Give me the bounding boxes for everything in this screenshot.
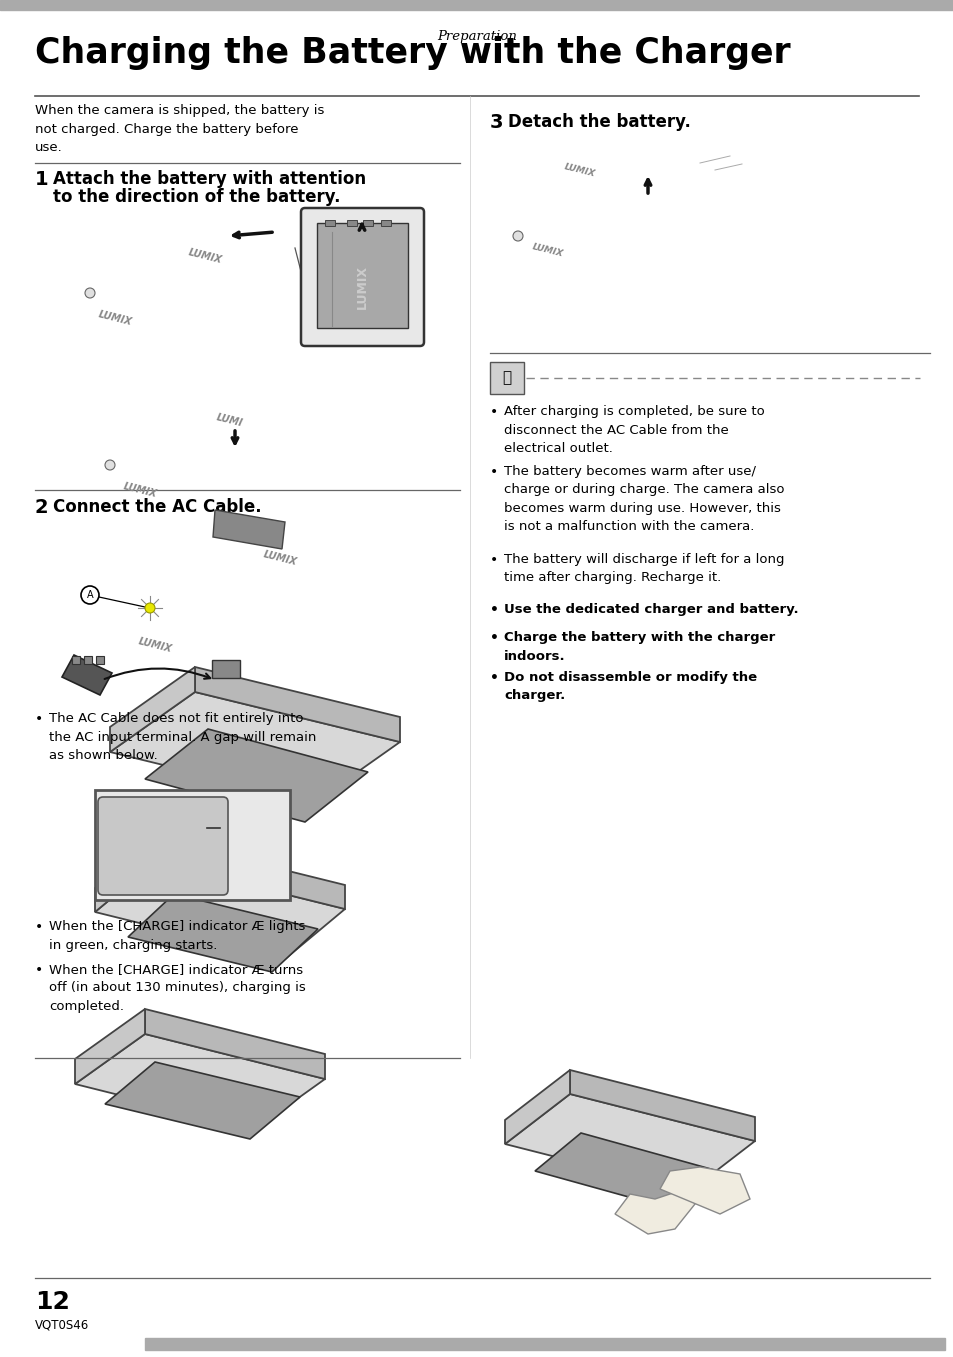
Text: VQT0S46: VQT0S46 xyxy=(35,1318,90,1331)
Text: The battery becomes warm after use/
charge or during charge. The camera also
bec: The battery becomes warm after use/ char… xyxy=(503,465,783,533)
Text: LUMIX: LUMIX xyxy=(187,247,223,265)
Bar xyxy=(145,1338,944,1350)
Text: A: A xyxy=(87,590,93,600)
Text: Preparation: Preparation xyxy=(436,30,517,43)
Polygon shape xyxy=(105,1063,299,1139)
Bar xyxy=(84,655,91,664)
Circle shape xyxy=(145,603,154,613)
Text: 1: 1 xyxy=(35,170,49,189)
Polygon shape xyxy=(145,1010,325,1079)
Bar xyxy=(212,660,240,678)
Bar xyxy=(380,220,391,227)
Text: Do not disassemble or modify the
charger.: Do not disassemble or modify the charger… xyxy=(503,670,757,703)
Text: The battery will discharge if left for a long
time after charging. Recharge it.: The battery will discharge if left for a… xyxy=(503,554,783,585)
Polygon shape xyxy=(213,510,285,550)
Polygon shape xyxy=(504,1071,569,1144)
Text: 📋: 📋 xyxy=(502,370,511,385)
Text: •: • xyxy=(35,712,43,726)
FancyBboxPatch shape xyxy=(98,797,228,896)
Text: When the [CHARGE] indicator Æ turns
off (in about 130 minutes), charging is
comp: When the [CHARGE] indicator Æ turns off … xyxy=(49,963,305,1012)
Text: LUMIX: LUMIX xyxy=(563,161,596,178)
Text: 12: 12 xyxy=(35,1291,70,1314)
Bar xyxy=(0,0,953,9)
Bar xyxy=(95,790,290,900)
Text: LUMIX: LUMIX xyxy=(122,480,158,499)
Text: The AC Cable does not fit entirely into
the AC input terminal. A gap will remain: The AC Cable does not fit entirely into … xyxy=(49,712,316,763)
Polygon shape xyxy=(62,655,112,695)
Bar xyxy=(96,655,104,664)
Text: LUMI: LUMI xyxy=(215,413,244,427)
Polygon shape xyxy=(504,1094,754,1191)
Polygon shape xyxy=(95,862,345,959)
Bar xyxy=(363,220,373,227)
Polygon shape xyxy=(154,839,345,909)
Text: When the [CHARGE] indicator Æ lights
in green, charging starts.: When the [CHARGE] indicator Æ lights in … xyxy=(49,920,305,951)
Text: LUMIX: LUMIX xyxy=(262,550,297,567)
Text: •: • xyxy=(35,920,43,934)
Polygon shape xyxy=(659,1167,749,1215)
Text: •: • xyxy=(490,631,498,645)
Polygon shape xyxy=(128,894,317,972)
Text: Attach the battery with attention: Attach the battery with attention xyxy=(53,170,366,189)
Circle shape xyxy=(105,460,115,470)
Bar xyxy=(347,220,356,227)
Bar xyxy=(316,223,408,328)
Bar xyxy=(71,655,80,664)
Polygon shape xyxy=(95,839,154,912)
Text: •: • xyxy=(490,554,497,567)
Bar xyxy=(490,362,523,394)
Polygon shape xyxy=(569,1071,754,1141)
Text: Charge the battery with the charger
indoors.: Charge the battery with the charger indo… xyxy=(503,631,775,662)
Text: •: • xyxy=(490,465,497,479)
Text: LUMIX: LUMIX xyxy=(355,265,368,309)
Polygon shape xyxy=(145,729,368,822)
Polygon shape xyxy=(535,1133,718,1209)
Polygon shape xyxy=(194,668,399,742)
Text: 3: 3 xyxy=(490,113,503,132)
Polygon shape xyxy=(75,1010,145,1084)
Text: •: • xyxy=(490,670,498,685)
Text: Charging the Battery with the Charger: Charging the Battery with the Charger xyxy=(35,37,790,71)
Text: Detach the battery.: Detach the battery. xyxy=(507,113,690,132)
Text: LUMIX: LUMIX xyxy=(97,309,132,327)
Text: When the camera is shipped, the battery is
not charged. Charge the battery befor: When the camera is shipped, the battery … xyxy=(35,104,324,153)
Circle shape xyxy=(81,586,99,604)
Polygon shape xyxy=(615,1189,695,1234)
Text: 2: 2 xyxy=(35,498,49,517)
Polygon shape xyxy=(75,1034,325,1129)
Text: Connect the AC Cable.: Connect the AC Cable. xyxy=(53,498,261,516)
Polygon shape xyxy=(110,668,194,752)
Polygon shape xyxy=(110,692,399,802)
Bar xyxy=(325,220,335,227)
Text: LUMIX: LUMIX xyxy=(137,636,172,654)
Circle shape xyxy=(85,288,95,299)
Text: •: • xyxy=(490,404,497,419)
Text: After charging is completed, be sure to
disconnect the AC Cable from the
electri: After charging is completed, be sure to … xyxy=(503,404,764,455)
FancyBboxPatch shape xyxy=(301,208,423,346)
Text: LUMIX: LUMIX xyxy=(531,242,564,258)
Circle shape xyxy=(513,231,522,242)
Text: Use the dedicated charger and battery.: Use the dedicated charger and battery. xyxy=(503,603,798,616)
Text: •: • xyxy=(35,963,43,977)
Text: •: • xyxy=(490,603,498,617)
Text: to the direction of the battery.: to the direction of the battery. xyxy=(53,189,340,206)
